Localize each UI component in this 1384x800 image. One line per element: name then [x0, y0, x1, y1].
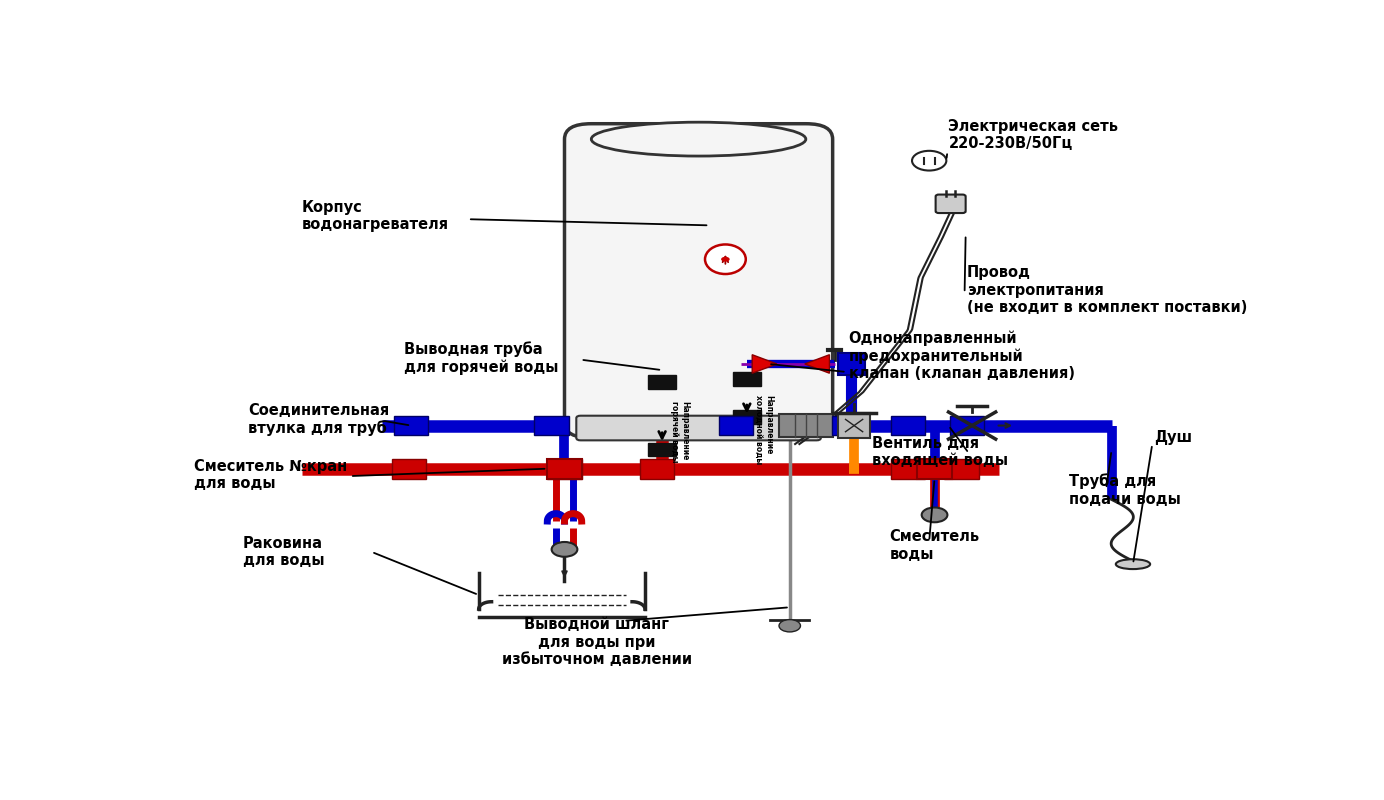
Text: Корпус
водонагревателя: Корпус водонагревателя — [302, 200, 448, 232]
Ellipse shape — [704, 245, 746, 274]
Text: Выводная труба
для горячей воды: Выводная труба для горячей воды — [404, 341, 558, 374]
Text: Смеситель
воды: Смеситель воды — [890, 530, 980, 562]
Bar — [839, 419, 865, 432]
Bar — [534, 416, 569, 435]
Bar — [734, 410, 761, 424]
Text: Провод
электропитания
(не входит в комплект поставки): Провод электропитания (не входит в компл… — [966, 265, 1247, 315]
Text: Вентиль для
входящей воды: Вентиль для входящей воды — [872, 436, 1009, 468]
Bar — [839, 353, 865, 375]
Bar — [639, 459, 674, 478]
Bar — [547, 459, 581, 478]
Circle shape — [779, 619, 800, 632]
Ellipse shape — [1116, 559, 1150, 569]
Text: Смеситель №кран
для воды: Смеситель №кран для воды — [194, 458, 347, 491]
Text: Раковина
для воды: Раковина для воды — [242, 536, 324, 568]
Bar — [648, 375, 675, 389]
Bar — [944, 459, 978, 478]
Circle shape — [912, 151, 947, 170]
Text: Соединительная
втулка для труб: Соединительная втулка для труб — [248, 402, 389, 436]
Text: Однонаправленный
предохранительный
клапан (клапан давления): Однонаправленный предохранительный клапа… — [848, 330, 1075, 382]
Bar — [734, 372, 761, 386]
Bar — [949, 416, 984, 435]
Text: Электрическая сеть
220-230В/50Гц: Электрическая сеть 220-230В/50Гц — [948, 119, 1118, 151]
Circle shape — [552, 542, 577, 557]
Polygon shape — [804, 354, 829, 373]
Bar — [394, 416, 428, 435]
Bar — [918, 459, 952, 478]
Bar — [890, 416, 925, 435]
FancyBboxPatch shape — [576, 416, 821, 440]
Bar — [392, 459, 426, 478]
Bar — [648, 443, 675, 456]
Text: Направление
холодной воды: Направление холодной воды — [754, 394, 774, 464]
Bar — [839, 414, 871, 438]
Ellipse shape — [721, 257, 729, 262]
Bar — [547, 459, 581, 478]
Circle shape — [922, 507, 948, 522]
Text: Направление
горячей воды: Направление горячей воды — [670, 401, 689, 462]
Bar — [890, 459, 925, 478]
Text: Душ: Душ — [1154, 430, 1193, 446]
Text: Выводной шланг
для воды при
избыточном давлении: Выводной шланг для воды при избыточном д… — [501, 618, 692, 667]
Polygon shape — [753, 354, 776, 373]
Ellipse shape — [591, 122, 805, 156]
FancyBboxPatch shape — [565, 124, 833, 438]
Bar — [779, 414, 833, 437]
Text: Труба для
подачи воды: Труба для подачи воды — [1068, 474, 1181, 507]
FancyBboxPatch shape — [936, 194, 966, 213]
Bar — [832, 416, 866, 435]
Bar — [718, 416, 753, 435]
